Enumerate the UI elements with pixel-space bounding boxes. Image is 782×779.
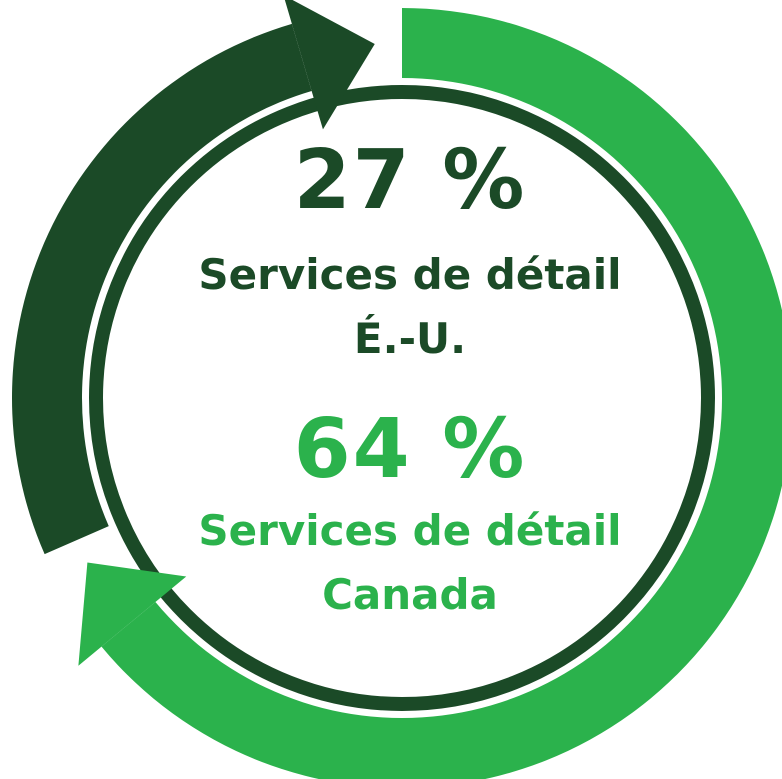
arc (101, 8, 782, 779)
arc (12, 23, 312, 555)
arrow-head (284, 0, 375, 130)
value-label: 27 % (293, 133, 527, 228)
category-label: Services de détail Canada (198, 506, 622, 619)
value-label: 64 % (293, 402, 527, 497)
inner-ring (89, 85, 715, 711)
arrow-head (78, 562, 187, 666)
category-label: Services de détail É.-U. (198, 250, 622, 363)
